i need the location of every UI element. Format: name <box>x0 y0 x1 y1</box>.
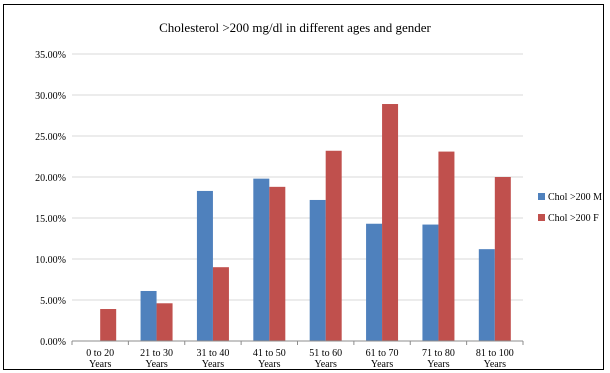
gridlines <box>72 53 523 301</box>
bar-male <box>478 249 495 341</box>
bar-male <box>422 224 439 341</box>
bar-female <box>494 177 511 341</box>
bar-male <box>309 199 326 341</box>
bar-male <box>366 223 383 341</box>
legend-swatch <box>538 214 545 221</box>
x-tick-label: 61 to 70 Years <box>366 348 399 370</box>
y-tick-label: 35.00% <box>35 50 66 61</box>
bar-male <box>140 290 157 341</box>
bar-female <box>269 186 286 341</box>
x-tick-label: 81 to 100 Years <box>476 348 514 370</box>
y-tick-label: 25.00% <box>35 132 66 143</box>
legend-swatch <box>538 193 545 200</box>
bar-male <box>196 190 213 341</box>
chart-title: Cholesterol >200 mg/dl in different ages… <box>159 20 431 35</box>
x-tick-label: 21 to 30 Years <box>140 348 173 370</box>
bar-female <box>382 104 399 342</box>
y-tick-label: 20.00% <box>35 173 66 184</box>
x-tick-label: 51 to 60 Years <box>309 348 342 370</box>
bar-female <box>438 151 455 341</box>
legend-label: Chol >200 F <box>548 213 599 224</box>
y-tick-label: 15.00% <box>35 214 66 225</box>
x-tick-label: 71 to 80 Years <box>422 348 455 370</box>
bar-female <box>325 150 342 341</box>
y-axis-ticks: 0.00% 5.00% 10.00% 15.00% 20.00% 25.00% 30.00%… <box>35 50 66 348</box>
bar-male <box>253 178 270 341</box>
legend: Chol >200 M Chol >200 F <box>538 192 602 224</box>
bar-female <box>212 267 229 341</box>
bars <box>100 104 511 342</box>
bar-female <box>156 303 173 341</box>
y-tick-label: 5.00% <box>40 296 66 307</box>
legend-label: Chol >200 M <box>548 192 602 203</box>
y-tick-label: 30.00% <box>35 91 66 102</box>
x-tick-label: 41 to 50 Years <box>253 348 286 370</box>
x-tick-label: 31 to 40 Years <box>197 348 230 370</box>
x-axis-ticks: 0 to 20 Years 21 to 30 Years 31 to 40 Years 41… <box>71 341 524 370</box>
bar-female <box>100 309 117 341</box>
y-tick-label: 0.00% <box>40 337 66 348</box>
x-tick-label: 0 to 20 Years <box>86 348 114 370</box>
y-tick-label: 10.00% <box>35 255 66 266</box>
